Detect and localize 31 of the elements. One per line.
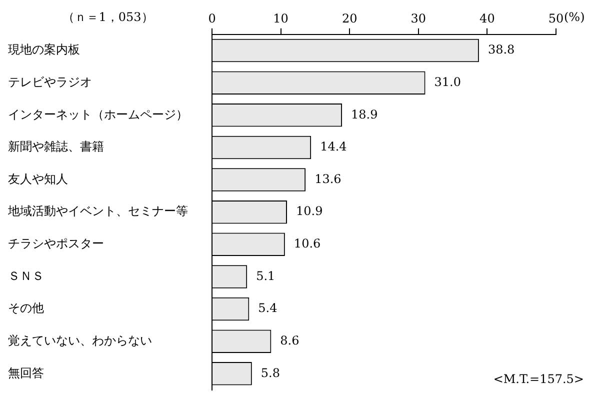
y-tick-label: 現地の案内板	[8, 42, 80, 57]
data-label: 31.0	[434, 74, 461, 89]
data-label: 10.9	[296, 204, 323, 218]
data-label: 38.8	[488, 42, 515, 57]
y-tick-label: インターネット（ホームページ）	[8, 107, 188, 122]
data-label: 13.6	[314, 172, 342, 186]
y-tick-label: 友人や知人	[8, 172, 68, 186]
data-label: 8.6	[280, 333, 300, 348]
x-tick-label: 50	[548, 11, 564, 26]
text: （ｎ＝1，053）	[62, 10, 154, 24]
x-axis-title: (%)	[564, 10, 585, 24]
data-label: 14.4	[320, 140, 348, 154]
y-tick-label: チラシやポスター	[8, 236, 104, 251]
x-tick-label: 40	[480, 11, 495, 26]
data-label: 5.1	[256, 268, 276, 283]
data-label: 18.9	[351, 107, 378, 122]
y-tick-label: ＳＮＳ	[8, 268, 44, 283]
y-tick-label: 無回答	[8, 366, 44, 380]
x-tick-label: 10	[273, 11, 288, 26]
data-label: 10.6	[294, 236, 321, 251]
y-tick-label: 覚えていない、わからない	[8, 333, 152, 348]
y-tick-label: 地域活動やイベント、セミナー等	[7, 204, 188, 218]
y-tick-label: 新聞や雑誌、書籍	[8, 140, 104, 154]
x-tick-label: 20	[342, 11, 358, 26]
x-tick-label: 0	[208, 11, 216, 26]
data-label: 5.8	[260, 366, 280, 380]
x-tick-label: 30	[410, 11, 426, 26]
data-label: 5.4	[258, 301, 278, 316]
y-tick-label: その他	[8, 301, 44, 316]
annotation: <M.T.=157.5>	[493, 372, 584, 386]
y-tick-label: テレビやラジオ	[8, 74, 92, 89]
